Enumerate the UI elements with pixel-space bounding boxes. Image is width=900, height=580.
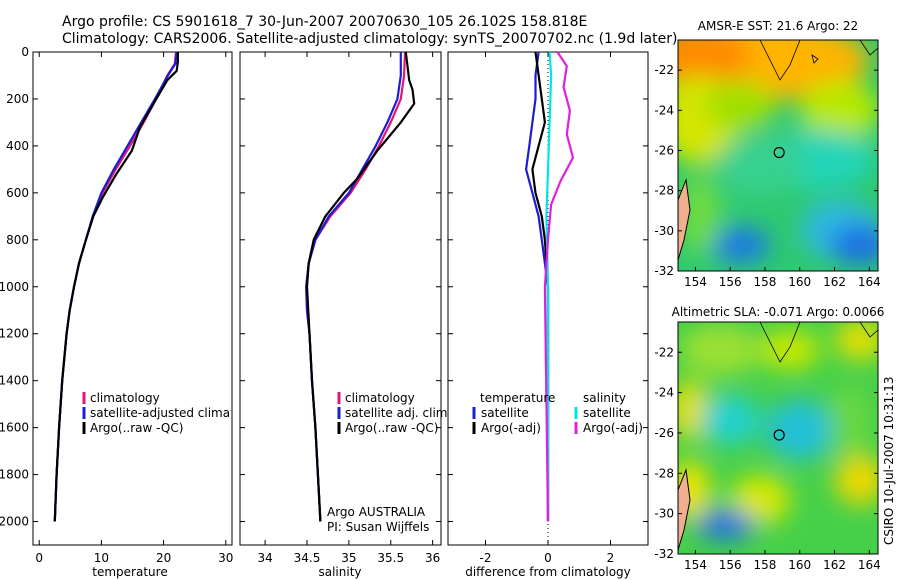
xtick-label: 20 [156, 551, 171, 565]
temperature-xlabel: temperature [92, 565, 167, 579]
temperature-legend: climatology satellite-adjusted climatolo… [82, 391, 268, 435]
map-ytick-label: -22 [654, 345, 674, 359]
map-xtick-label: 164 [858, 558, 881, 572]
map-xtick-label: 162 [823, 275, 846, 289]
ytick-label: 600 [6, 186, 29, 200]
ytick-label: 1200 [0, 327, 29, 341]
ytick-label: 0 [21, 45, 29, 59]
legend-salinity-title: salinity [583, 391, 626, 405]
map-ytick-label: -32 [654, 547, 674, 561]
ytick-label: 800 [6, 233, 29, 247]
map-ytick-label: -28 [654, 466, 674, 480]
map-xtick-label: 160 [788, 275, 811, 289]
difference-xlabel: difference from climatology [465, 565, 631, 579]
sla-map-title: Altimetric SLA: -0.071 Argo: 0.0066 [672, 305, 885, 319]
map-xtick-label: 158 [754, 558, 777, 572]
argo-position-marker-1 [773, 146, 785, 159]
legend-climatology: climatology [90, 391, 160, 405]
legend-temperature-title: temperature [480, 391, 555, 405]
map-ytick-label: -32 [654, 264, 674, 278]
temperature-axes [32, 51, 233, 546]
sla-map: Altimetric SLA: -0.071 Argo: 0.0066 [654, 305, 885, 572]
map-ytick-label: -24 [654, 103, 674, 117]
legend-satellite-adj: satellite adj. clim. [345, 406, 451, 420]
difference-legend: temperature satellite Argo(-adj) salinit… [472, 391, 643, 435]
xtick-label: 10 [94, 551, 109, 565]
map-ytick-label: -22 [654, 63, 674, 77]
difference-panel: -2 0 2 difference from climatology tempera… [447, 51, 649, 579]
xtick-label: -2 [480, 551, 492, 565]
salinity-xlabel: salinity [318, 565, 361, 579]
legend-sal-satellite: satellite [583, 406, 631, 420]
ytick-label: 1400 [0, 374, 29, 388]
xtick-label: 0 [35, 551, 43, 565]
map-xtick-label: 160 [788, 558, 811, 572]
ytick-label: 2000 [0, 515, 29, 529]
legend-climatology-2: climatology [345, 391, 415, 405]
sst-map: AMSR-E SST: 21.6 Argo: 22 15 [654, 19, 881, 289]
map-xtick-label: 156 [719, 275, 742, 289]
map-ytick-label: -30 [654, 507, 674, 521]
xtick-label: 30 [218, 551, 233, 565]
series-line-salinity-satellite [545, 51, 553, 522]
ytick-label: 200 [6, 92, 29, 106]
map-xtick-label: 158 [754, 275, 777, 289]
sst-map-title: AMSR-E SST: 21.6 Argo: 22 [698, 19, 858, 33]
argo-program-label: Argo AUSTRALIA [327, 505, 426, 519]
xtick-label: 34 [257, 551, 272, 565]
ytick-label: 1000 [0, 280, 29, 294]
ytick-label: 1800 [0, 468, 29, 482]
argo-position-marker-2 [773, 429, 785, 441]
map-xtick-label: 156 [719, 558, 742, 572]
map-xtick-label: 162 [823, 558, 846, 572]
map-ytick-label: -26 [654, 143, 674, 157]
map-ytick-label: -26 [654, 426, 674, 440]
map-ytick-label: -28 [654, 184, 674, 198]
legend-temp-satellite: satellite [481, 406, 529, 420]
xtick-label: 35.5 [377, 551, 404, 565]
pi-label: PI: Susan Wijffels [327, 520, 429, 534]
salinity-panel: 34 34.5 35 35.5 36 salinity climatology sate… [239, 51, 451, 579]
xtick-label: 0 [544, 551, 552, 565]
map-ytick-label: -30 [654, 224, 674, 238]
series-line-argo-raw-qc- [53, 52, 179, 522]
xtick-label: 2 [607, 551, 615, 565]
map-ytick-label: -24 [654, 386, 674, 400]
salinity-axes [239, 51, 442, 546]
credit-label: CSIRO 10-Jul-2007 10:31:13 [882, 377, 896, 545]
legend-argo: Argo(..raw -QC) [90, 421, 183, 435]
xtick-label: 35 [341, 551, 356, 565]
legend-sal-argo: Argo(-adj) [583, 421, 643, 435]
legend-temp-argo: Argo(-adj) [481, 421, 541, 435]
salinity-legend: climatology satellite adj. clim. Argo(..… [337, 391, 451, 435]
xtick-label: 34.5 [294, 551, 321, 565]
series-line-salinity-argo-adj- [543, 51, 575, 522]
ytick-label: 1600 [0, 421, 29, 435]
title-line-1: Argo profile: CS 5901618_7 30-Jun-2007 2… [62, 14, 587, 30]
series-line-argo-raw-qc- [305, 51, 416, 522]
ytick-label: 400 [6, 139, 29, 153]
map-xtick-label: 164 [858, 275, 881, 289]
xtick-label: 36 [425, 551, 440, 565]
legend-argo-2: Argo(..raw -QC) [345, 421, 438, 435]
map-xtick-label: 154 [684, 558, 707, 572]
map-xtick-label: 154 [684, 275, 707, 289]
legend-satellite-adjusted: satellite-adjusted climatology [90, 406, 268, 420]
title-line-2: Climatology: CARS2006. Satellite-adjuste… [62, 31, 677, 47]
temperature-panel: 0 10 20 30 0 200 400 600 800 1000 1200 1400 1600 1800… [0, 45, 268, 579]
